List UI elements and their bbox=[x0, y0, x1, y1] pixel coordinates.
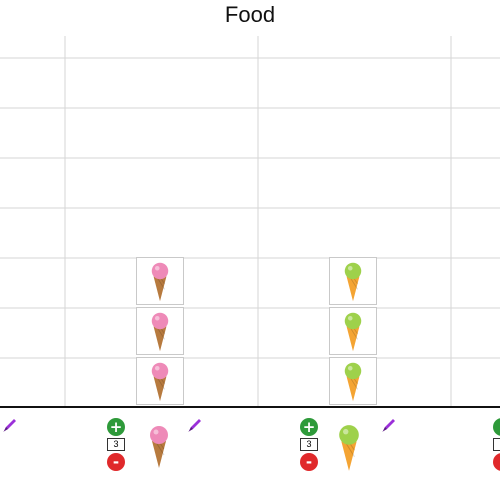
plus-button[interactable]: + bbox=[300, 418, 318, 436]
x-axis-line bbox=[0, 406, 500, 408]
category-icon bbox=[147, 424, 171, 475]
green-ice-cream-icon bbox=[344, 362, 362, 402]
pencil-icon[interactable] bbox=[381, 417, 397, 438]
plus-button[interactable] bbox=[493, 418, 500, 436]
count-stepper: +3 - bbox=[105, 418, 127, 471]
pink-ice-cream-icon bbox=[151, 262, 169, 302]
chart-title: Food bbox=[224, 2, 276, 27]
pink-ice-cream-icon bbox=[151, 312, 169, 352]
pencil-icon[interactable] bbox=[187, 417, 203, 438]
count-stepper: +3 - bbox=[298, 418, 320, 471]
minus-button[interactable] bbox=[493, 453, 500, 471]
pink-ice-cream-icon bbox=[150, 426, 168, 468]
pictograph-cell bbox=[329, 307, 377, 355]
pictograph-cell bbox=[136, 257, 184, 305]
category-icon bbox=[334, 424, 364, 477]
green-ice-cream-icon bbox=[339, 425, 359, 471]
pencil-icon[interactable] bbox=[2, 417, 18, 438]
count-field[interactable] bbox=[493, 438, 500, 451]
plus-button[interactable]: + bbox=[107, 418, 125, 436]
pictograph-cell bbox=[136, 357, 184, 405]
pictograph-cell bbox=[329, 357, 377, 405]
green-ice-cream-icon bbox=[344, 312, 362, 352]
minus-button[interactable]: - bbox=[300, 453, 318, 471]
pictograph-cell bbox=[329, 257, 377, 305]
minus-button[interactable]: - bbox=[107, 453, 125, 471]
green-ice-cream-icon bbox=[344, 262, 362, 302]
count-field[interactable]: 3 bbox=[300, 438, 318, 451]
count-field[interactable]: 3 bbox=[107, 438, 125, 451]
pictograph-cell bbox=[136, 307, 184, 355]
pink-ice-cream-icon bbox=[151, 362, 169, 402]
count-stepper-partial bbox=[491, 418, 500, 471]
